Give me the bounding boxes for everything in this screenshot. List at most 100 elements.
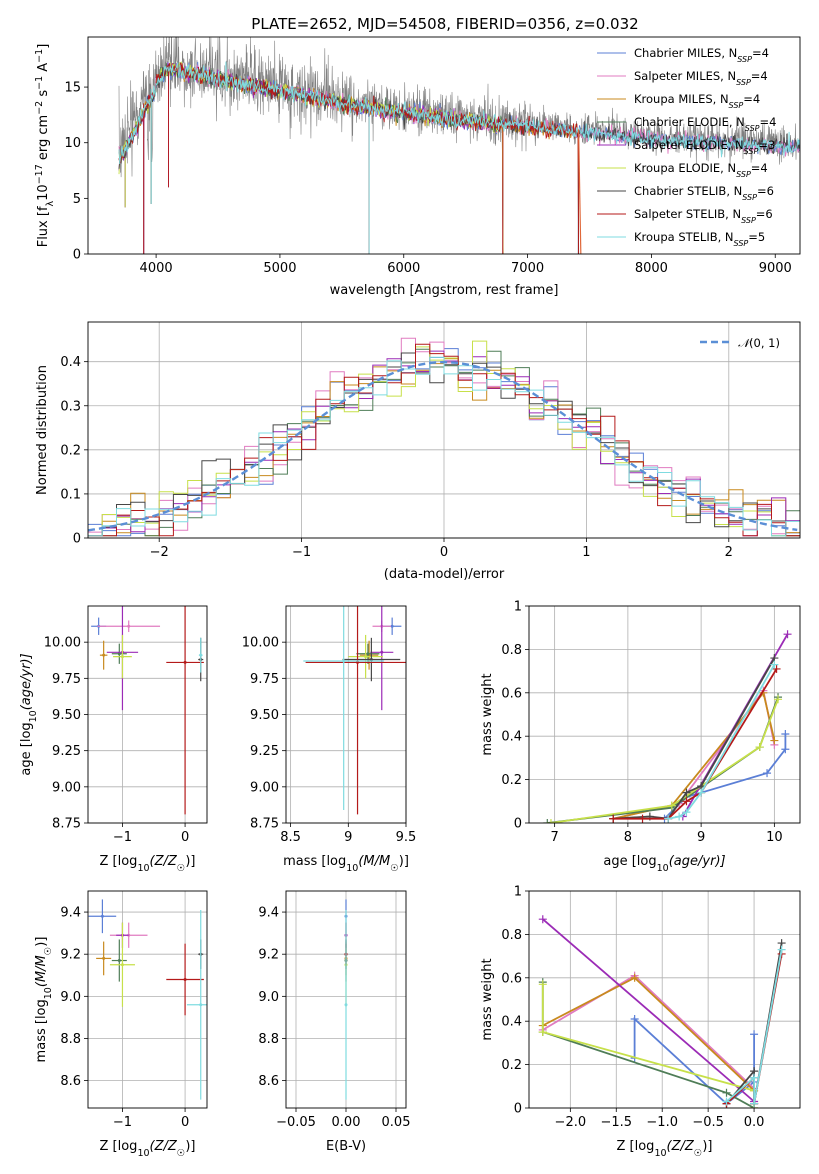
y-tick-label: 0.2 xyxy=(60,443,81,458)
age_vs_mass-x-axis-label-part: 10 xyxy=(346,863,358,874)
weight-marker xyxy=(538,915,547,924)
age_vs_Z-y-axis-label-part: age [log xyxy=(19,722,34,775)
data-point xyxy=(100,914,104,918)
legend-label-base: Chabrier ELODIE, N xyxy=(634,115,745,129)
weight_vs_age-x-axis-label: age [log10(age/yr)] xyxy=(603,854,725,874)
legend-label-subscript: SSP xyxy=(729,101,744,110)
weight-marker xyxy=(750,1099,759,1108)
weight-marker xyxy=(722,1088,731,1097)
y-tick-label: 1 xyxy=(514,600,522,615)
normal-reference-curve xyxy=(88,360,798,532)
y-tick-label: 9.00 xyxy=(52,780,81,795)
legend-label: Salpeter STELIB, NSSP=6 xyxy=(634,207,773,225)
legend-label-subscript: SSP xyxy=(734,239,749,248)
spectrum-y-axis-label: Flux [fλ10−17 erg cm−2 s−1 A−1] xyxy=(34,44,56,248)
data-point xyxy=(369,658,373,662)
spectrum-y-axis-label-part: −1 xyxy=(34,49,45,63)
data-point xyxy=(183,977,187,981)
y-tick-label: 9.75 xyxy=(52,672,81,687)
x-tick-label: −2.0 xyxy=(555,1115,587,1130)
weight-marker xyxy=(546,819,555,823)
legend-label-subscript: SSP xyxy=(742,193,757,202)
y-tick-label: 9.4 xyxy=(60,906,81,921)
x-tick-label: 10 xyxy=(766,830,783,845)
data-point xyxy=(120,655,124,659)
panel-mass_vs_Z: −1 0 8.6 8.8 9.0 9.2 9.4 xyxy=(60,890,208,1130)
age_vs_mass-x-axis-label-part: ☉ xyxy=(390,863,399,874)
weight_vs_Z-y-axis-label: mass weight xyxy=(480,958,495,1040)
data-point xyxy=(199,653,203,657)
data-point xyxy=(117,959,121,963)
axes-frame xyxy=(87,321,801,539)
residuals-x-axis-label: (data-model)/error xyxy=(384,567,505,582)
age_vs_mass-x-axis-label: mass [log10(M/M☉)] xyxy=(283,854,409,874)
weight-marker xyxy=(722,1097,731,1106)
legend-label-base: Salpeter ELODIE, N xyxy=(634,138,744,152)
y-tick-label: 0.8 xyxy=(501,643,522,658)
y-tick-label: 0.2 xyxy=(501,773,522,788)
y-tick-label: 9.2 xyxy=(60,948,81,963)
mass_vs_EBV-x-axis-label: E(B-V) xyxy=(326,1139,366,1154)
x-tick-label: 0 xyxy=(181,830,189,845)
weight-marker xyxy=(750,1073,759,1082)
x-tick-label: −1 xyxy=(292,545,311,560)
legend-label: Kroupa STELIB, NSSP=5 xyxy=(634,230,765,248)
x-tick-label: 4000 xyxy=(140,261,173,276)
axes-frame xyxy=(528,605,801,824)
axes-frame xyxy=(285,890,407,1109)
model-spectrum-6 xyxy=(118,64,800,169)
spectrum-y-axis-label-part: Flux [f xyxy=(36,206,51,247)
mass_vs_Z-x-axis-label-part: )] xyxy=(185,1139,195,1154)
reference-legend-label: 𝒩(0, 1) xyxy=(738,336,780,350)
y-tick-label: 0 xyxy=(73,248,81,263)
spectrum-y-axis-label-part: −2 xyxy=(34,101,45,115)
legend-label-tail: =4 xyxy=(743,92,760,106)
mass_vs_Z-y-axis-label-part: )] xyxy=(34,937,49,947)
age_vs_Z-x-axis-label-part: 10 xyxy=(137,863,149,874)
spectrum-x-axis-label: wavelength [Angstrom, rest frame] xyxy=(330,283,559,298)
weight-marker xyxy=(682,808,691,817)
x-tick-label: 5000 xyxy=(263,261,296,276)
weight-marker xyxy=(777,945,786,954)
weight-marker xyxy=(667,801,676,810)
data-point xyxy=(344,1003,348,1007)
y-tick-label: 10 xyxy=(64,136,81,151)
age_vs_mass-x-axis-label-part: (M/M xyxy=(358,854,390,869)
y-tick-label: 9.50 xyxy=(52,708,81,723)
legend-label: Chabrier STELIB, NSSP=6 xyxy=(634,184,774,202)
y-tick-label: 9.0 xyxy=(60,990,81,1005)
weight-line-1 xyxy=(542,974,755,1104)
age_vs_Z-x-axis-label-part: )] xyxy=(185,854,195,869)
figure-title: PLATE=2652, MJD=54508, FIBERID=0356, z=0… xyxy=(251,15,638,33)
weight-marker xyxy=(682,788,691,797)
legend-label-tail: =4 xyxy=(751,69,768,83)
weight_vs_Z-x-axis-label-part: (Z/Z xyxy=(667,1139,695,1154)
y-tick-label: 0.1 xyxy=(60,487,81,502)
y-tick-label: 9.0 xyxy=(258,990,279,1005)
weight-marker xyxy=(630,1015,639,1024)
spectrum-y-axis-label-part: λ xyxy=(45,200,56,206)
model-spectrum-2 xyxy=(118,63,580,254)
x-tick-label: 0.0 xyxy=(744,1115,765,1130)
panel-weight_vs_Z: −2.0 −1.5 −1.0 −0.5 0.0 0 0.2 0.4 0.6 0.8 1 mass we… xyxy=(480,885,801,1130)
weight-marker xyxy=(538,980,547,989)
model-spectrum-8 xyxy=(118,61,800,165)
legend-label: Kroupa MILES, NSSP=4 xyxy=(634,92,760,110)
weight-marker xyxy=(675,812,684,821)
spectrum-y-axis-label-part: 10 xyxy=(36,184,51,201)
legend-label-base: Kroupa STELIB, N xyxy=(634,230,734,244)
legend-label: Kroupa ELODIE, NSSP=4 xyxy=(634,161,768,179)
weight_vs_Z-x-axis-label-part: 10 xyxy=(654,1148,666,1159)
age_vs_Z-x-axis-label: Z [log10(Z/Z☉)] xyxy=(100,854,196,874)
x-tick-label: 9000 xyxy=(759,261,792,276)
x-tick-label: −1 xyxy=(113,830,132,845)
weight-marker xyxy=(638,814,647,823)
age_vs_Z-x-axis-label-part: (Z/Z xyxy=(150,854,178,869)
age_vs_Z-y-axis-label: age [log10(age/yr)] xyxy=(19,653,39,775)
y-tick-label: 5 xyxy=(73,192,81,207)
weight-line-5 xyxy=(541,984,755,1108)
data-point xyxy=(390,624,394,628)
age_vs_Z-y-axis-label-part: 10 xyxy=(28,710,39,722)
weight-marker xyxy=(781,745,790,754)
